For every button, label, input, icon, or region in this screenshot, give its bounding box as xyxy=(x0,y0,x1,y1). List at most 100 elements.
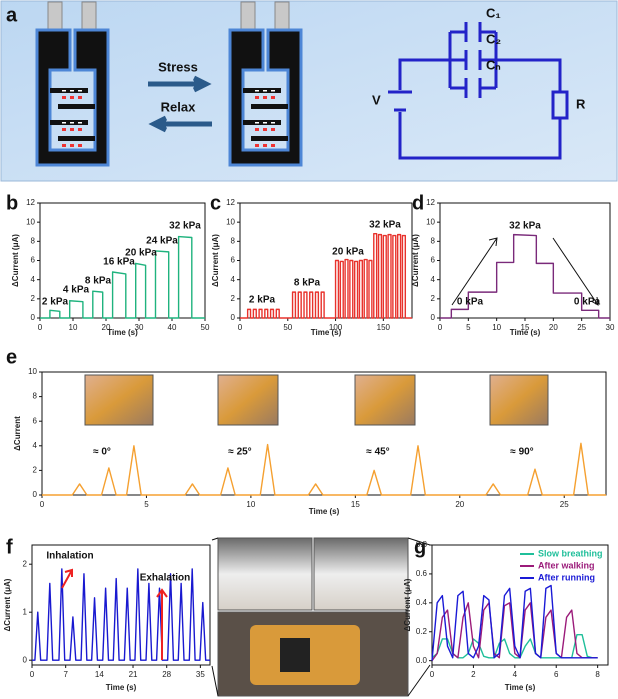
y-axis-label: ΔCurrent xyxy=(13,416,22,451)
series-line xyxy=(42,442,606,496)
y-tick-label: 12 xyxy=(426,198,435,207)
x-axis-label: Time (s) xyxy=(309,507,340,516)
annotation: 20 kPa xyxy=(125,248,157,259)
x-tick-label: 2 xyxy=(471,670,476,679)
y-tick-label: 12 xyxy=(26,198,35,207)
annotation: 0 kPa xyxy=(574,297,601,308)
annotation: 8 kPa xyxy=(294,278,321,289)
y-tick-label: 6 xyxy=(431,256,436,265)
y-tick-label: 0 xyxy=(31,313,36,322)
v-label: V xyxy=(372,92,381,107)
relax-label: Relax xyxy=(161,99,196,114)
y-axis-label: ΔCurrent (μA) xyxy=(3,578,12,631)
y-tick-label: 2 xyxy=(231,294,236,303)
x-tick-label: 30 xyxy=(606,323,615,332)
y-tick-label: 2 xyxy=(23,559,28,568)
annotation: ≈ 25° xyxy=(228,447,251,458)
x-tick-label: 10 xyxy=(492,323,501,332)
x-tick-label: 10 xyxy=(69,323,78,332)
series-line xyxy=(32,568,210,661)
annotation: Inhalation xyxy=(46,551,93,562)
relax-arrow xyxy=(148,115,212,133)
bending-photos xyxy=(84,374,549,426)
y-axis-label: ΔCurrent (μA) xyxy=(411,234,420,287)
y-tick-label: 8 xyxy=(31,236,36,245)
x-tick-label: 20 xyxy=(549,323,558,332)
series-line xyxy=(440,233,610,319)
y-tick-label: 2 xyxy=(33,466,38,475)
x-tick-label: 7 xyxy=(63,670,68,679)
plot-frame xyxy=(31,544,211,666)
y-tick-label: 4 xyxy=(31,275,36,284)
breathing-photos xyxy=(211,537,431,697)
series-line xyxy=(431,602,598,662)
annotation: 32 kPa xyxy=(509,221,541,232)
y-tick-label: 0.8 xyxy=(416,540,428,549)
legend-label: Slow breathing xyxy=(538,548,603,558)
x-tick-label: 25 xyxy=(560,500,569,509)
annotation: 0 kPa xyxy=(457,297,484,308)
annotation: 2 kPa xyxy=(42,297,69,308)
y-tick-label: 0.2 xyxy=(416,627,428,636)
x-tick-label: 10 xyxy=(246,500,255,509)
y-tick-label: 2 xyxy=(431,294,436,303)
x-tick-label: 0 xyxy=(430,670,435,679)
x-tick-label: 15 xyxy=(521,323,530,332)
x-axis-label: Time (s) xyxy=(106,683,137,692)
y-tick-label: 4 xyxy=(231,275,236,284)
series-line xyxy=(240,232,412,319)
stress-label: Stress xyxy=(158,59,198,74)
y-tick-label: 8 xyxy=(33,392,38,401)
circuit xyxy=(388,22,569,160)
y-tick-label: 0 xyxy=(431,313,436,322)
x-tick-label: 40 xyxy=(168,323,177,332)
x-tick-label: 20 xyxy=(455,500,464,509)
annotation: Exhalation xyxy=(140,573,191,584)
stress-arrow xyxy=(148,75,212,93)
x-tick-label: 28 xyxy=(162,670,171,679)
cn-label: Cₙ xyxy=(486,57,501,72)
x-tick-label: 150 xyxy=(377,323,391,332)
annotation: ≈ 0° xyxy=(93,447,111,458)
panel-letter: g xyxy=(414,536,426,558)
y-tick-label: 8 xyxy=(431,236,436,245)
annotation: 16 kPa xyxy=(103,257,135,268)
y-tick-label: 8 xyxy=(231,236,236,245)
y-tick-label: 1 xyxy=(23,607,28,616)
x-axis-label: Time (s) xyxy=(510,328,541,337)
annotation: ≈ 45° xyxy=(366,447,389,458)
y-tick-label: 10 xyxy=(26,217,35,226)
y-tick-label: 4 xyxy=(33,441,38,450)
c1-label: C₁ xyxy=(486,5,501,20)
x-tick-label: 50 xyxy=(283,323,292,332)
x-tick-label: 100 xyxy=(329,323,343,332)
annotation: 24 kPa xyxy=(146,236,178,247)
x-tick-label: 50 xyxy=(201,323,210,332)
y-tick-label: 6 xyxy=(31,256,36,265)
annotation: 4 kPa xyxy=(63,285,90,296)
y-tick-label: 0 xyxy=(23,655,28,664)
annotation: 32 kPa xyxy=(369,220,401,231)
legend-label: After walking xyxy=(538,560,595,570)
panel-letter: f xyxy=(6,536,13,558)
series-line xyxy=(431,584,598,661)
x-tick-label: 0 xyxy=(40,500,45,509)
x-tick-label: 25 xyxy=(577,323,586,332)
x-tick-label: 30 xyxy=(135,323,144,332)
x-tick-label: 0 xyxy=(38,323,43,332)
x-tick-label: 20 xyxy=(102,323,111,332)
x-tick-label: 0 xyxy=(30,670,35,679)
y-tick-label: 0 xyxy=(231,313,236,322)
x-axis-label: Time (s) xyxy=(107,328,138,337)
y-axis-label: ΔCurrent (μA) xyxy=(211,234,220,287)
panel-letter: b xyxy=(6,192,18,214)
annotation: 2 kPa xyxy=(249,295,276,306)
y-axis-label: ΔCurrent (μA) xyxy=(11,234,20,287)
panel-letter: c xyxy=(210,192,221,214)
annotation: ≈ 90° xyxy=(510,447,533,458)
x-tick-label: 5 xyxy=(144,500,149,509)
y-tick-label: 0.6 xyxy=(416,569,428,578)
annotation: 20 kPa xyxy=(332,247,364,258)
y-tick-label: 2 xyxy=(31,294,36,303)
